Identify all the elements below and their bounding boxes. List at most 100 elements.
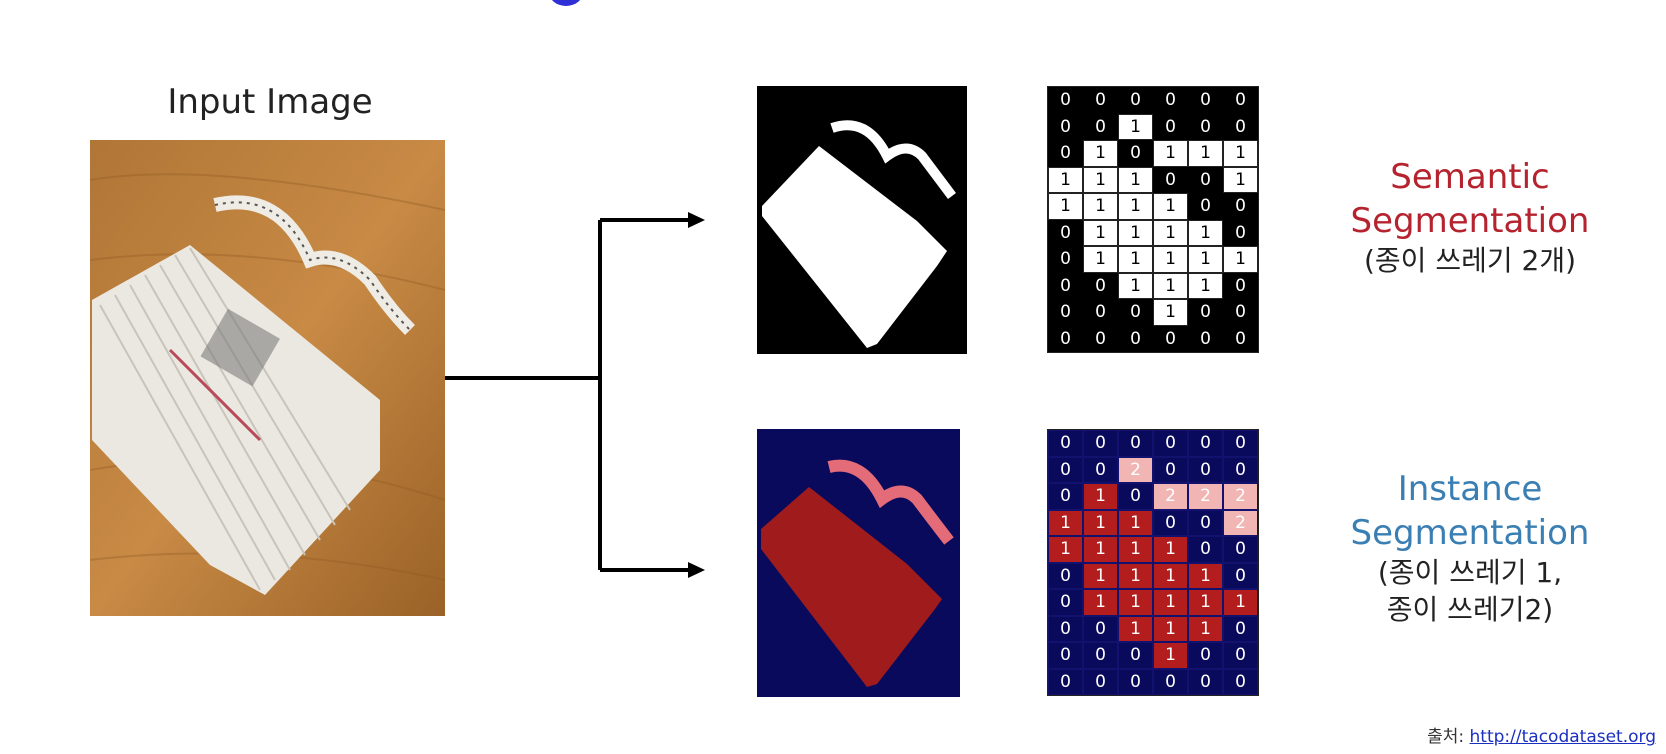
instance-caption: Instance Segmentation (종이 쓰레기 1, 종이 쓰레기2… [1320,467,1620,628]
grid-cell: 0 [1048,113,1083,140]
grid-cell: 0 [1188,536,1223,563]
grid-cell: 0 [1223,299,1258,326]
grid-cell: 2 [1118,456,1153,483]
grid-cell: 0 [1188,113,1223,140]
input-image-label: Input Image [167,82,373,122]
grid-cell: 1 [1188,140,1223,167]
grid-cell: 0 [1083,668,1118,695]
grid-cell: 1 [1153,615,1188,642]
grid-cell: 0 [1188,166,1223,193]
grid-cell: 1 [1153,589,1188,616]
grid-cell: 0 [1048,483,1083,510]
grid-cell: 0 [1223,193,1258,220]
grid-cell: 1 [1118,615,1153,642]
input-image [90,140,445,616]
source-link[interactable]: http://tacodataset.org [1469,727,1656,747]
grid-cell: 0 [1223,456,1258,483]
grid-cell: 0 [1223,562,1258,589]
grid-cell: 0 [1223,272,1258,299]
semantic-mask [757,86,967,354]
grid-cell: 1 [1153,246,1188,273]
semantic-subtitle: (종이 쓰레기 2개) [1363,244,1577,278]
grid-cell: 0 [1153,456,1188,483]
instance-title-line1: Instance [1397,469,1543,509]
grid-cell: 0 [1118,430,1153,457]
grid-cell: 0 [1048,325,1083,352]
grid-cell: 0 [1188,642,1223,669]
grid-cell: 1 [1118,536,1153,563]
grid-cell: 1 [1083,483,1118,510]
grid-cell: 0 [1153,668,1188,695]
grid-cell: 0 [1083,299,1118,326]
grid-cell: 0 [1048,430,1083,457]
grid-cell: 0 [1083,456,1118,483]
arrow-head-bottom [688,562,705,578]
grid-cell: 0 [1048,642,1083,669]
grid-cell: 1 [1118,113,1153,140]
grid-cell: 1 [1083,193,1118,220]
grid-cell: 0 [1118,325,1153,352]
grid-cell: 0 [1083,325,1118,352]
grid-cell: 2 [1188,483,1223,510]
grid-cell: 0 [1188,430,1223,457]
grid-cell: 0 [1223,87,1258,114]
grid-cell: 1 [1223,140,1258,167]
grid-cell: 1 [1153,562,1188,589]
instance-title-line2: Segmentation [1350,513,1590,554]
grid-cell: 1 [1118,219,1153,246]
grid-cell: 2 [1223,483,1258,510]
grid-cell: 0 [1083,642,1118,669]
grid-cell: 1 [1118,246,1153,273]
grid-cell: 0 [1153,325,1188,352]
grid-cell: 0 [1188,325,1223,352]
grid-cell: 1 [1083,509,1118,536]
grid-cell: 1 [1118,272,1153,299]
grid-cell: 1 [1048,536,1083,563]
grid-cell: 0 [1223,219,1258,246]
grid-cell: 1 [1153,642,1188,669]
grid-cell: 0 [1048,299,1083,326]
grid-cell: 1 [1083,166,1118,193]
grid-cell: 0 [1083,430,1118,457]
title-fragment [548,0,584,6]
grid-cell: 1 [1048,509,1083,536]
instance-mask [757,429,960,697]
grid-cell: 2 [1223,509,1258,536]
grid-cell: 1 [1118,562,1153,589]
grid-cell: 0 [1153,113,1188,140]
grid-cell: 0 [1188,668,1223,695]
grid-cell: 1 [1118,166,1153,193]
grid-cell: 1 [1083,246,1118,273]
grid-cell: 0 [1188,193,1223,220]
grid-cell: 1 [1188,615,1223,642]
grid-cell: 0 [1048,246,1083,273]
grid-cell: 0 [1118,642,1153,669]
grid-cell: 1 [1223,246,1258,273]
grid-cell: 1 [1153,140,1188,167]
grid-cell: 1 [1083,589,1118,616]
grid-cell: 0 [1083,272,1118,299]
grid-cell: 1 [1188,589,1223,616]
grid-cell: 1 [1223,589,1258,616]
arrow-head-top [688,212,705,228]
grid-cell: 0 [1223,113,1258,140]
grid-cell: 0 [1048,456,1083,483]
grid-cell: 1 [1188,246,1223,273]
grid-cell: 0 [1083,87,1118,114]
grid-cell: 1 [1083,140,1118,167]
instance-subtitle-line2: 종이 쓰레기2) [1386,592,1554,626]
grid-cell: 1 [1118,509,1153,536]
grid-cell: 0 [1223,642,1258,669]
semantic-caption: Semantic Segmentation (종이 쓰레기 2개) [1320,155,1620,280]
grid-cell: 0 [1118,483,1153,510]
grid-cell: 0 [1153,166,1188,193]
grid-cell: 0 [1223,536,1258,563]
grid-cell: 1 [1083,536,1118,563]
semantic-title-line2: Segmentation [1350,201,1590,242]
grid-cell: 0 [1118,299,1153,326]
grid-cell: 2 [1153,483,1188,510]
grid-cell: 1 [1153,193,1188,220]
grid-cell: 1 [1048,193,1083,220]
